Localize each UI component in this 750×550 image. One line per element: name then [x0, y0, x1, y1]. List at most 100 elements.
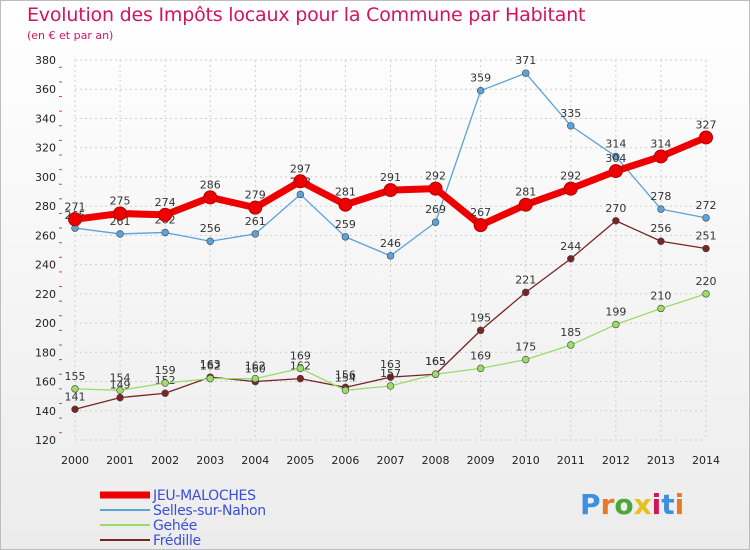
data-point [251, 374, 259, 383]
y-tick-label: 280 [35, 200, 56, 213]
data-label: 267 [470, 206, 491, 219]
data-label: 244 [560, 240, 581, 253]
x-tick-label: 2004 [241, 454, 269, 467]
data-point [567, 122, 575, 130]
data-point [296, 190, 305, 199]
data-label: 275 [110, 194, 131, 207]
data-label: 292 [560, 170, 581, 183]
x-tick-label: 2001 [106, 454, 134, 467]
data-label: 159 [155, 364, 176, 377]
data-label: 162 [245, 360, 266, 373]
data-point [522, 69, 530, 77]
data-label: 156 [335, 368, 356, 381]
data-point [431, 370, 440, 378]
data-point [68, 212, 82, 227]
legend-item-selles-sur-nahon: Selles-sur-Nahon [100, 503, 266, 519]
legend-item-jeu-maloches: JEU-MALOCHES [100, 488, 256, 504]
x-tick-label: 2009 [467, 454, 495, 467]
data-point [71, 385, 79, 393]
data-point [293, 174, 308, 189]
data-label: 163 [380, 358, 401, 371]
logo-letter: t [661, 488, 675, 521]
data-label: 335 [560, 107, 581, 120]
data-label: 304 [605, 152, 626, 165]
chart-title: Evolution des Impôts locaux pour la Comm… [27, 4, 586, 26]
y-tick-label: 120 [35, 434, 56, 447]
data-point [473, 218, 488, 233]
x-axis: 2000 2001 2002 2003 2004 2005 2006 2007 2008 2009… [61, 454, 720, 467]
data-label: 195 [470, 311, 491, 324]
data-point [206, 237, 214, 245]
y-tick-label: 200 [35, 317, 56, 330]
x-tick-label: 2008 [422, 454, 450, 467]
data-point [518, 197, 533, 212]
data-point [203, 190, 218, 205]
logo-letter: x [633, 488, 652, 521]
data-label: 210 [650, 289, 671, 302]
x-tick-label: 2007 [377, 454, 405, 467]
data-label: 165 [425, 355, 446, 368]
data-label: 297 [290, 162, 311, 175]
data-point [161, 379, 169, 387]
y-tick-label: 240 [35, 259, 56, 272]
x-tick-label: 2012 [602, 454, 630, 467]
data-label: 286 [200, 178, 221, 191]
data-point [161, 228, 169, 237]
data-point [657, 304, 665, 313]
proxiti-logo: Proxiti [580, 488, 684, 521]
data-point [386, 252, 395, 260]
data-label: 149 [110, 379, 131, 392]
data-label: 269 [425, 203, 446, 216]
data-label: 359 [470, 72, 491, 85]
data-point [116, 386, 124, 395]
data-point [386, 373, 395, 381]
data-label: 314 [605, 137, 626, 150]
data-point [158, 207, 173, 222]
data-label: 199 [605, 306, 626, 319]
y-tick-label: 140 [35, 405, 56, 418]
data-point [431, 218, 440, 226]
data-label: 314 [650, 137, 671, 150]
data-point [702, 244, 710, 253]
data-label: 271 [65, 200, 86, 213]
y-tick-label: 180 [35, 346, 56, 359]
logo-letter: o [614, 488, 634, 521]
data-label: 256 [200, 222, 221, 235]
data-label: 292 [425, 170, 446, 183]
data-point [476, 326, 485, 335]
x-tick-label: 2013 [647, 454, 675, 467]
data-label: 281 [515, 186, 536, 199]
data-label: 175 [515, 341, 536, 354]
x-tick-label: 2005 [286, 454, 314, 467]
data-label: 155 [65, 370, 86, 383]
x-tick-label: 2003 [196, 454, 224, 467]
data-label: 157 [380, 367, 401, 380]
data-point [248, 200, 263, 215]
data-point [608, 164, 623, 179]
legend-label: Frédille [153, 533, 201, 549]
data-point [383, 183, 398, 198]
y-tick-label: 300 [35, 171, 56, 184]
data-point [567, 341, 575, 349]
data-point [702, 290, 710, 298]
data-point [251, 230, 259, 238]
legend-item-fr-dille: Frédille [100, 533, 201, 549]
data-point [476, 86, 485, 95]
y-tick-label: 360 [35, 83, 56, 96]
data-label: 246 [380, 237, 401, 250]
y-tick-label: 160 [35, 376, 56, 389]
data-point [563, 181, 578, 196]
data-label: 272 [696, 199, 717, 212]
legend-item-geh-e: Gehée [100, 518, 197, 534]
data-point [428, 181, 443, 196]
x-tick-label: 2010 [512, 454, 540, 467]
data-label: 291 [380, 171, 401, 184]
x-tick-label: 2011 [557, 454, 585, 467]
x-tick-label: 2006 [331, 454, 359, 467]
x-tick-label: 2000 [61, 454, 89, 467]
data-point [296, 374, 305, 383]
data-label: 220 [696, 275, 717, 288]
data-label: 261 [110, 215, 131, 228]
data-point [567, 255, 575, 263]
